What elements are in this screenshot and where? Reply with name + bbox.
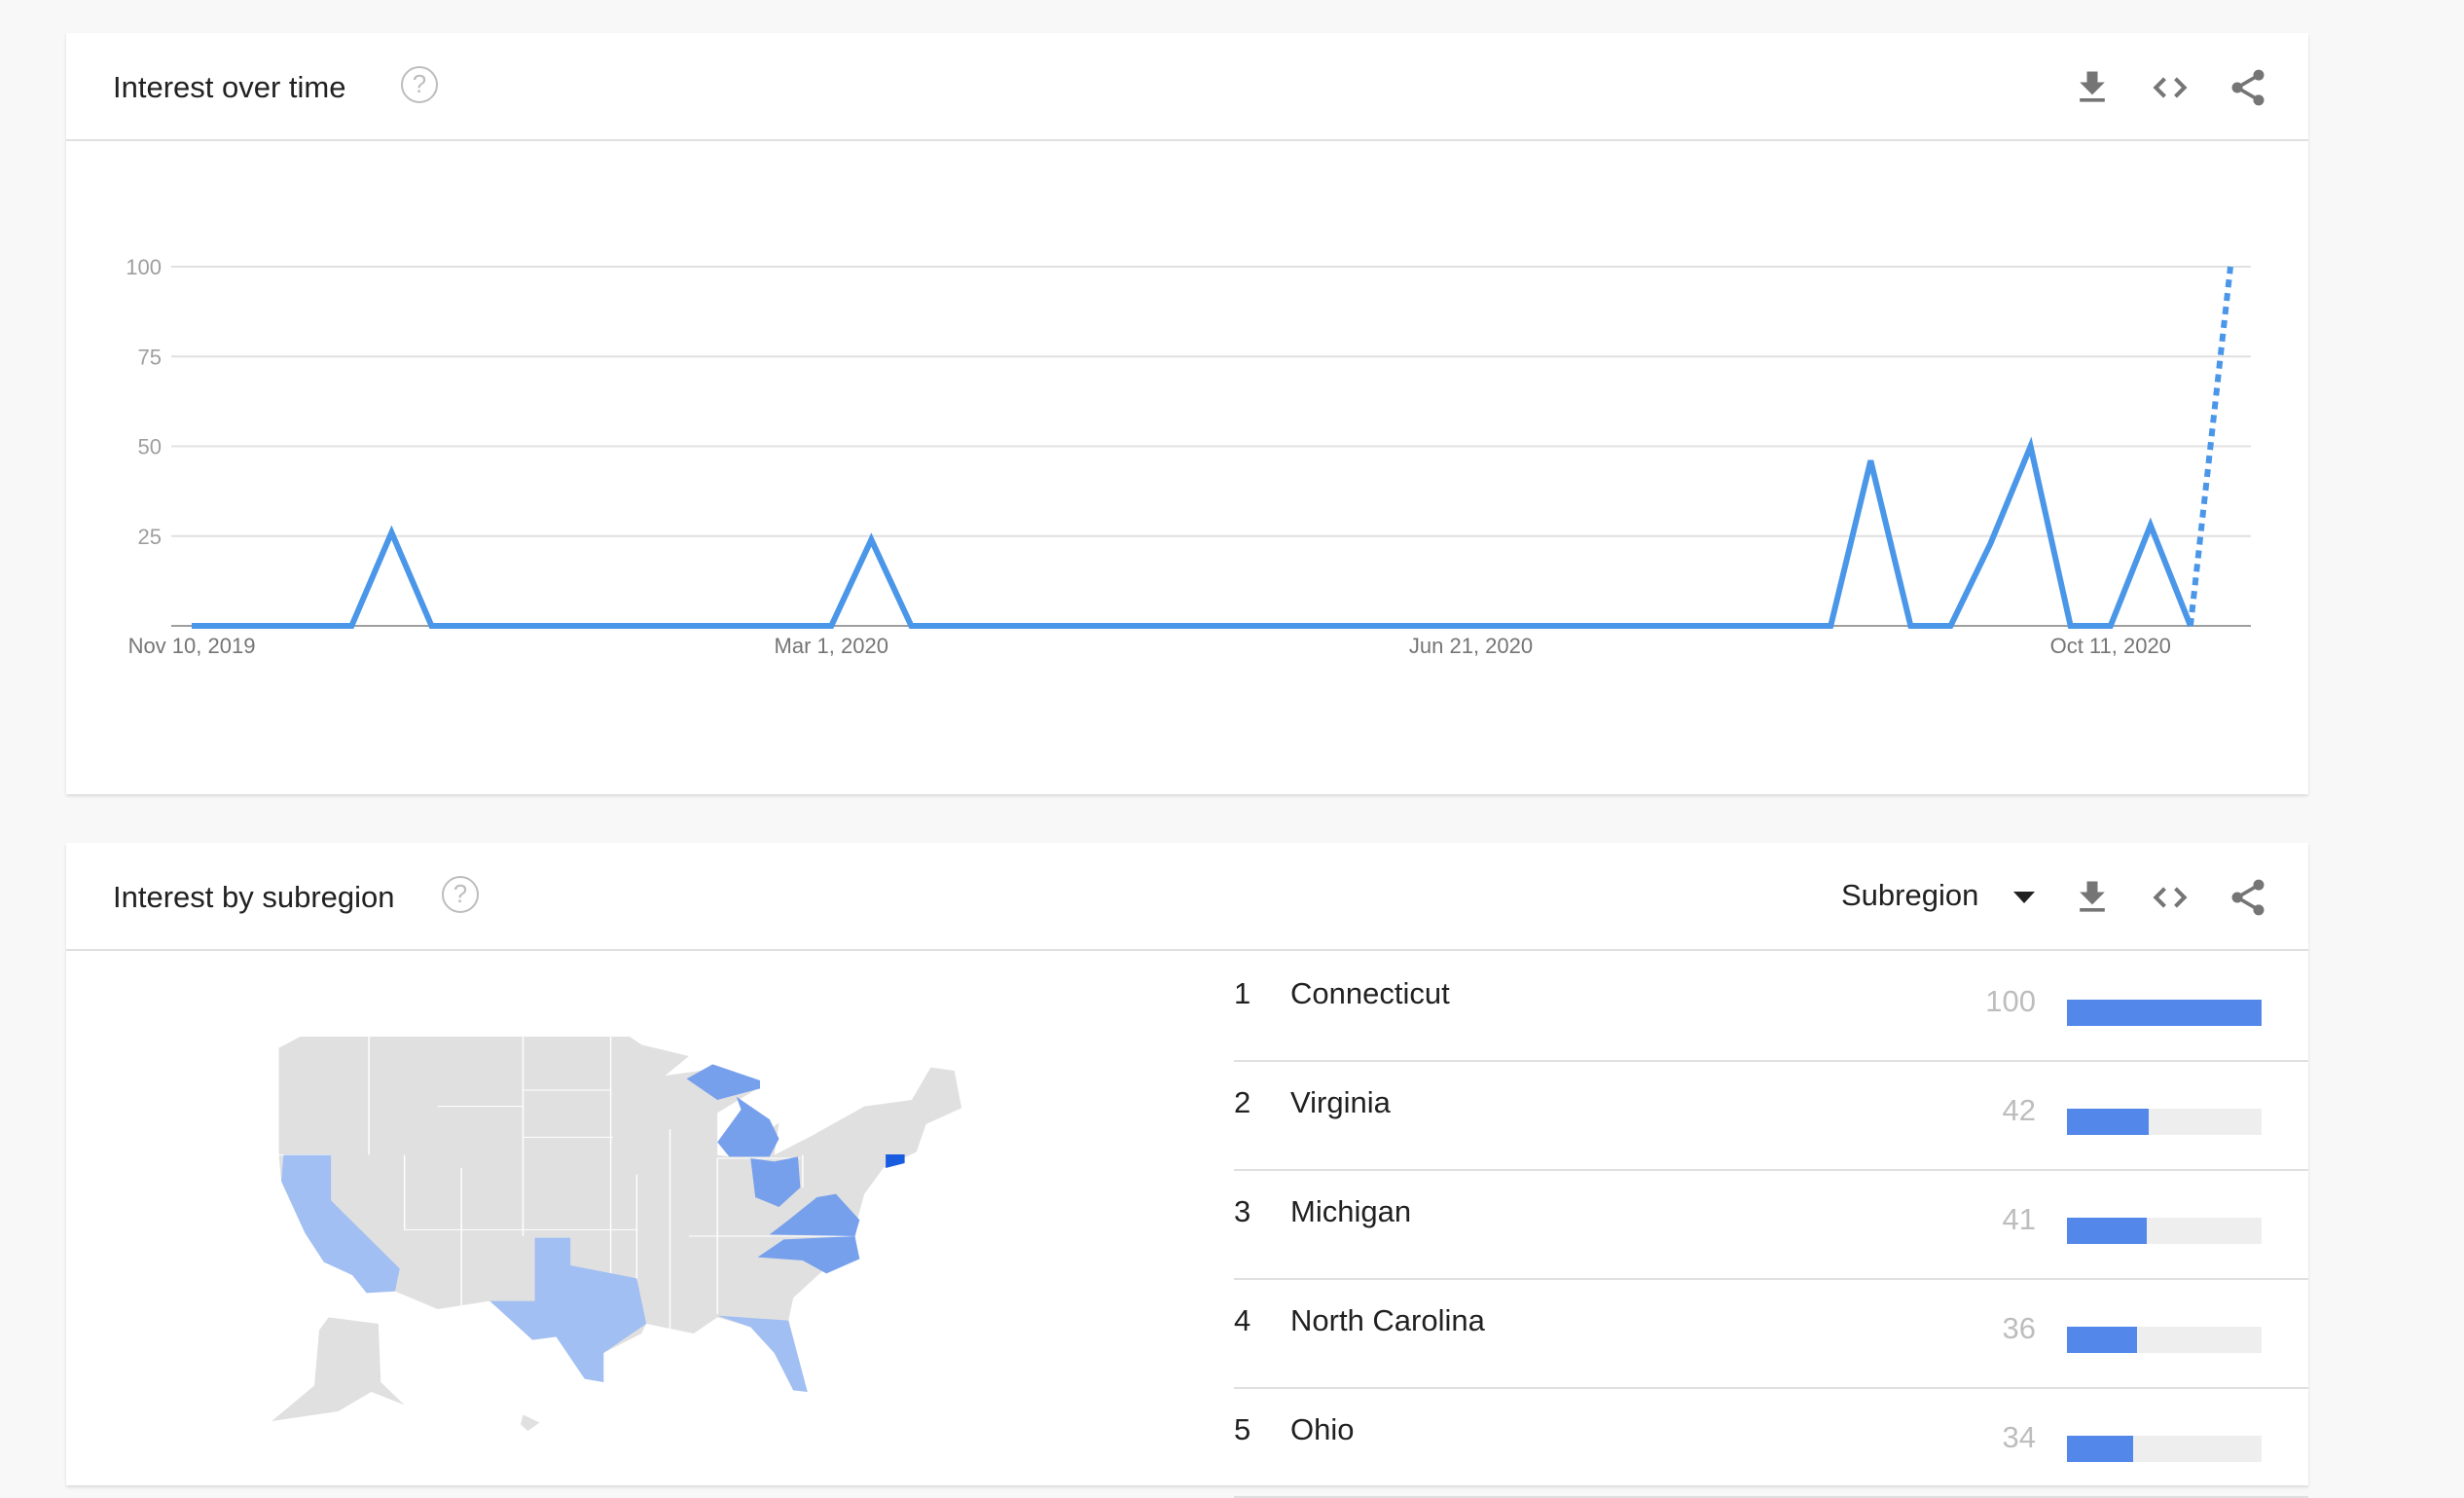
value-bar-track: [2067, 1109, 2262, 1135]
map-us-mainland: [278, 1037, 962, 1392]
row-rank: 4: [1234, 1303, 1251, 1337]
y-tick-label: 50: [138, 435, 162, 459]
value-bar-fill: [2067, 1000, 2262, 1026]
map-hawaii: [521, 1414, 540, 1431]
subregion-row[interactable]: 2 Virginia 42: [1234, 1062, 2308, 1171]
subregion-dropdown[interactable]: Subregion: [1841, 878, 1979, 912]
row-value: 41: [2002, 1202, 2036, 1236]
y-tick-label: 25: [138, 525, 162, 549]
map-state-michigan-up[interactable]: [686, 1064, 761, 1100]
series-line: [192, 436, 2193, 629]
download-icon[interactable]: [2071, 66, 2114, 109]
series-line-partial: [2187, 266, 2233, 627]
value-bar-track: [2067, 1218, 2262, 1244]
row-rank: 2: [1234, 1085, 1251, 1119]
subregion-row[interactable]: 1 Connecticut 100: [1234, 953, 2308, 1062]
row-name[interactable]: Michigan: [1290, 1194, 1412, 1228]
row-rank: 1: [1234, 976, 1251, 1010]
map-state-california[interactable]: [280, 1154, 400, 1294]
row-name[interactable]: Ohio: [1290, 1412, 1355, 1446]
subregion-row[interactable]: 4 North Carolina 36: [1234, 1280, 2308, 1389]
map-state-florida[interactable]: [717, 1315, 808, 1392]
x-tick-label: Mar 1, 2020: [775, 634, 888, 658]
x-tick-label: Nov 10, 2019: [128, 634, 256, 658]
map-alaska: [272, 1317, 405, 1421]
value-bar-fill: [2067, 1109, 2149, 1135]
y-tick-label: 100: [126, 255, 162, 279]
us-map[interactable]: [243, 1012, 983, 1441]
card-title: Interest by subregion: [113, 880, 395, 914]
help-icon[interactable]: ?: [442, 876, 479, 913]
embed-code-icon[interactable]: [2149, 66, 2192, 109]
interest-line-chart: 25 50 75 100 Nov 10, 2019 Mar 1, 2020 Jun 21, …: [126, 255, 2251, 658]
download-icon[interactable]: [2071, 876, 2114, 919]
row-value: 42: [2002, 1093, 2036, 1127]
map-state-virginia[interactable]: [769, 1193, 860, 1236]
row-value: 100: [1985, 984, 2036, 1018]
row-name[interactable]: Virginia: [1290, 1085, 1391, 1119]
map-state-connecticut[interactable]: [886, 1154, 905, 1168]
share-icon[interactable]: [2227, 66, 2269, 109]
row-rank: 5: [1234, 1412, 1251, 1446]
map-state-ohio[interactable]: [750, 1156, 801, 1207]
row-value: 36: [2002, 1311, 2036, 1345]
value-bar-track: [2067, 1436, 2262, 1462]
embed-code-icon[interactable]: [2149, 876, 2192, 919]
chevron-down-icon[interactable]: [2013, 892, 2035, 903]
x-tick-label: Oct 11, 2020: [2050, 634, 2171, 658]
card-title: Interest over time: [113, 70, 346, 104]
map-state-texas[interactable]: [489, 1237, 647, 1382]
subregion-row[interactable]: 5 Ohio 34: [1234, 1389, 2308, 1498]
row-name[interactable]: Connecticut: [1290, 976, 1450, 1010]
row-rank: 3: [1234, 1194, 1251, 1228]
row-value: 34: [2002, 1420, 2036, 1454]
subregion-row[interactable]: 3 Michigan 41: [1234, 1171, 2308, 1280]
card-header: Interest over time ?: [66, 33, 2308, 141]
map-state-north-carolina[interactable]: [757, 1236, 860, 1274]
value-bar-fill: [2067, 1218, 2147, 1244]
row-name[interactable]: North Carolina: [1290, 1303, 1485, 1337]
value-bar-track: [2067, 1000, 2262, 1026]
interest-over-time-card: Interest over time ? 25 50 75 100 Nov 10, 20…: [66, 33, 2308, 794]
help-icon[interactable]: ?: [401, 66, 438, 103]
card-header: Interest by subregion ? Subregion: [66, 843, 2308, 951]
value-bar-fill: [2067, 1436, 2133, 1462]
y-tick-label: 75: [138, 345, 162, 369]
x-tick-label: Jun 21, 2020: [1409, 634, 1533, 658]
map-state-michigan[interactable]: [717, 1096, 779, 1157]
value-bar-fill: [2067, 1327, 2137, 1353]
value-bar-track: [2067, 1327, 2262, 1353]
interest-by-subregion-card: Interest by subregion ? Subregion 1 Conn…: [66, 843, 2308, 1498]
share-icon[interactable]: [2227, 876, 2269, 919]
